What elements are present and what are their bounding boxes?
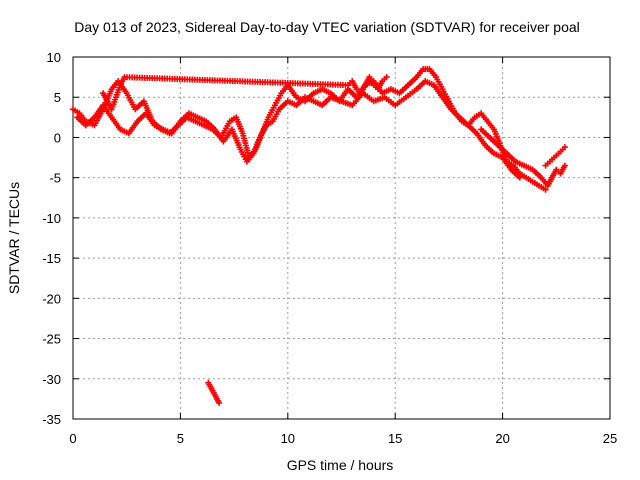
y-tick-label: 0	[54, 130, 61, 145]
data-point	[561, 162, 568, 169]
chart-title: Day 013 of 2023, Sidereal Day-to-day VTE…	[74, 19, 580, 35]
data-point	[216, 399, 223, 406]
x-axis-label: GPS time / hours	[287, 457, 394, 473]
y-axis: 10 5 0 -5 -10 -15 -20 -25 -30 -35	[42, 50, 610, 427]
x-tick-label: 15	[388, 431, 402, 446]
x-tick-label: 25	[603, 431, 617, 446]
y-tick-label: -20	[42, 291, 61, 306]
y-tick-label: -35	[42, 412, 61, 427]
y-tick-label: -25	[42, 332, 61, 347]
y-axis-label: SDTVAR / TECUs	[6, 182, 22, 294]
x-tick-label: 0	[69, 431, 76, 446]
plot-frame	[72, 56, 611, 420]
x-tick-label: 20	[495, 431, 509, 446]
y-tick-label: -10	[42, 211, 61, 226]
y-tick-label: 10	[47, 50, 61, 65]
track-tail	[542, 144, 568, 169]
data-points	[70, 66, 568, 406]
x-tick-label: 5	[177, 431, 184, 446]
track-main-b	[74, 78, 523, 181]
data-point	[516, 174, 523, 181]
y-tick-label: -15	[42, 251, 61, 266]
track-late	[478, 126, 568, 189]
grid	[73, 57, 610, 419]
data-point	[561, 144, 568, 151]
track-upper	[100, 74, 390, 113]
data-point	[542, 186, 549, 193]
y-tick-label: -5	[49, 171, 61, 186]
track-outlier	[205, 379, 223, 406]
x-tick-label: 10	[281, 431, 295, 446]
y-tick-label: 5	[54, 90, 61, 105]
track-main-a	[70, 66, 549, 193]
x-axis: 0 5 10 15 20 25	[69, 57, 617, 446]
data-point	[383, 74, 390, 81]
y-tick-label: -30	[42, 372, 61, 387]
